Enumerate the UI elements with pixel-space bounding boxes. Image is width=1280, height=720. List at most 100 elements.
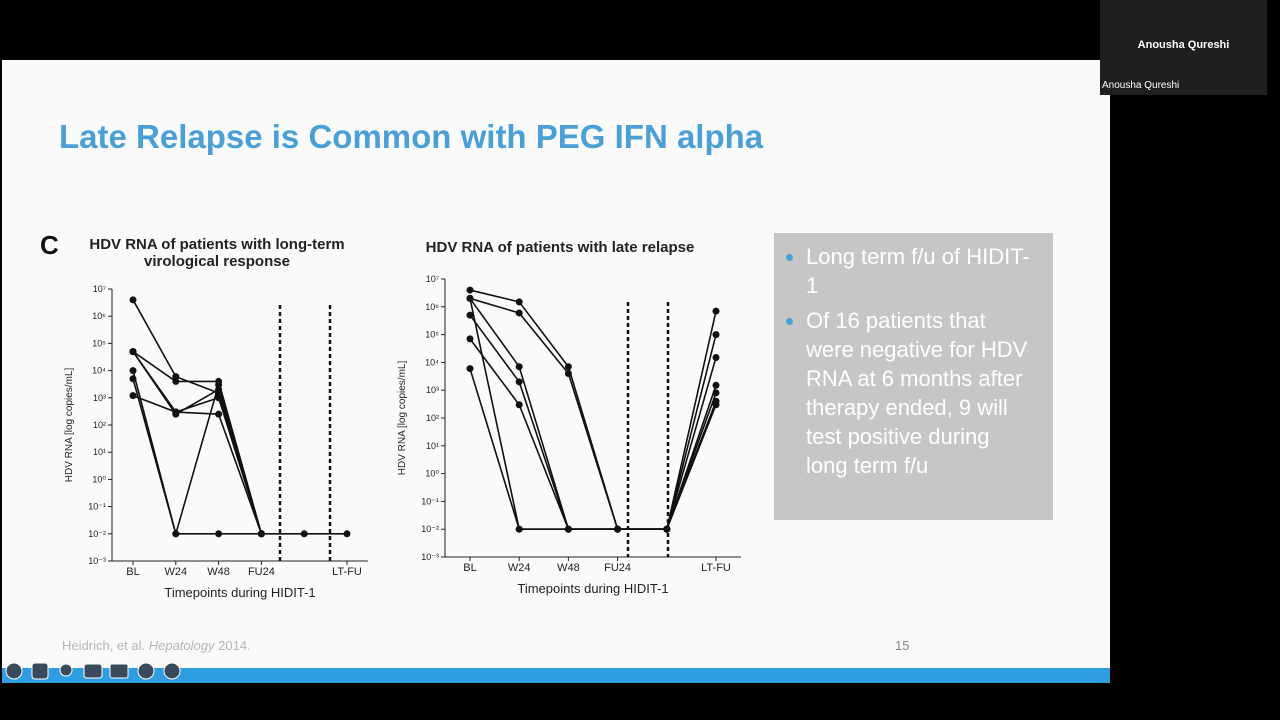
- participant-tile[interactable]: Anousha Qureshi Anousha Qureshi: [1100, 0, 1267, 95]
- patient-line: [469, 289, 717, 530]
- data-point: [564, 525, 572, 533]
- data-point: [215, 386, 223, 394]
- y-tick-label: 10³: [93, 393, 106, 403]
- patient-line: [132, 351, 263, 535]
- chart-title: HDV RNA of patients with long-term virol…: [89, 236, 345, 270]
- participant-name: Anousha Qureshi: [1137, 39, 1230, 51]
- data-point: [215, 530, 223, 538]
- y-tick-label: 10⁷: [426, 274, 439, 284]
- data-point: [129, 392, 137, 400]
- patient-line: [132, 394, 263, 535]
- citation-authors: Heidrich, et al.: [62, 638, 146, 653]
- y-tick-label: 10¹: [93, 447, 106, 457]
- bullet: Of 16 patients that were negative for HD…: [806, 306, 1033, 480]
- pen-button[interactable]: [31, 662, 49, 680]
- y-tick-label: 10⁻³: [88, 556, 106, 566]
- data-point: [712, 307, 720, 315]
- y-tick-label: 10⁵: [425, 330, 439, 340]
- cc-button[interactable]: [83, 663, 103, 679]
- x-tick-label: W48: [557, 562, 580, 574]
- x-axis-label: Timepoints during HIDIT-1: [517, 581, 668, 596]
- data-point: [712, 331, 720, 339]
- x-tick-label: W24: [508, 562, 531, 574]
- data-point: [712, 381, 720, 389]
- data-point: [515, 401, 523, 409]
- data-point: [129, 348, 137, 356]
- prev-button[interactable]: [5, 662, 23, 680]
- panel-letter: C: [40, 230, 59, 260]
- x-tick-label: FU24: [604, 562, 631, 574]
- data-point: [172, 410, 180, 418]
- y-axis-label: HDV RNA [log copies/mL]: [64, 368, 75, 483]
- data-point: [172, 373, 180, 381]
- citation-journal: Hepatology: [148, 638, 215, 653]
- data-point: [564, 369, 572, 377]
- y-tick-label: 10⁻¹: [421, 496, 439, 506]
- data-point: [515, 378, 523, 386]
- data-point: [515, 298, 523, 306]
- data-point: [614, 525, 622, 533]
- data-point: [466, 286, 474, 294]
- y-axis-label: HDV RNA [log copies/mL]: [397, 361, 408, 476]
- bullet: Long term f/u of HIDIT-1: [806, 242, 1033, 300]
- y-tick-label: 10⁻¹: [88, 502, 106, 512]
- data-point: [515, 309, 523, 317]
- data-point: [663, 525, 671, 533]
- citation-year: 2014.: [218, 638, 251, 653]
- y-tick-label: 10⁶: [425, 302, 439, 312]
- next-button[interactable]: [163, 662, 181, 680]
- data-point: [129, 367, 137, 375]
- y-tick-label: 10⁴: [92, 366, 106, 376]
- data-point: [343, 530, 351, 538]
- more-button[interactable]: [137, 662, 155, 680]
- data-point: [466, 365, 474, 373]
- y-tick-label: 10⁴: [425, 357, 439, 367]
- data-point: [300, 530, 308, 538]
- y-tick-label: 10⁻²: [88, 529, 106, 539]
- participant-label: Anousha Qureshi: [1102, 80, 1180, 91]
- x-tick-label: LT-FU: [701, 562, 731, 574]
- data-point: [515, 525, 523, 533]
- video-button[interactable]: [109, 663, 129, 679]
- y-tick-label: 10⁻²: [421, 524, 439, 534]
- bullet-box: Long term f/u of HIDIT-1 Of 16 patients …: [774, 233, 1053, 520]
- patient-line: [469, 338, 717, 530]
- data-point: [712, 389, 720, 397]
- slide-title: Late Relapse is Common with PEG IFN alph…: [59, 118, 764, 155]
- zoom-button[interactable]: [59, 663, 73, 677]
- y-tick-label: 10²: [426, 413, 439, 423]
- data-point: [257, 530, 265, 538]
- data-point: [466, 294, 474, 302]
- data-point: [712, 397, 720, 405]
- x-tick-label: W48: [207, 566, 230, 578]
- data-point: [466, 311, 474, 319]
- y-tick-label: 10⁵: [92, 338, 106, 348]
- data-point: [172, 530, 180, 538]
- patient-line: [469, 297, 717, 530]
- patient-line: [132, 370, 263, 537]
- y-tick-label: 10⁻³: [421, 552, 439, 562]
- x-tick-label: LT-FU: [332, 566, 362, 578]
- x-tick-label: BL: [463, 562, 476, 574]
- patient-line: [132, 299, 263, 535]
- citation: Heidrich, et al. Hepatology 2014.: [62, 638, 251, 653]
- y-tick-label: 10¹: [426, 441, 439, 451]
- page-number: 15: [895, 638, 910, 653]
- presentation-bar: [2, 668, 1110, 683]
- y-tick-label: 10²: [93, 420, 106, 430]
- data-point: [129, 375, 137, 383]
- data-point: [466, 335, 474, 343]
- data-point: [712, 354, 720, 362]
- patient-line: [132, 378, 347, 535]
- data-point: [215, 410, 223, 418]
- y-tick-label: 10⁷: [93, 284, 106, 294]
- y-tick-label: 10⁰: [425, 469, 439, 479]
- y-tick-label: 10³: [426, 385, 439, 395]
- x-tick-label: BL: [126, 566, 139, 578]
- data-point: [564, 363, 572, 371]
- patient-line: [469, 298, 717, 530]
- x-tick-label: W24: [164, 566, 187, 578]
- data-point: [515, 363, 523, 371]
